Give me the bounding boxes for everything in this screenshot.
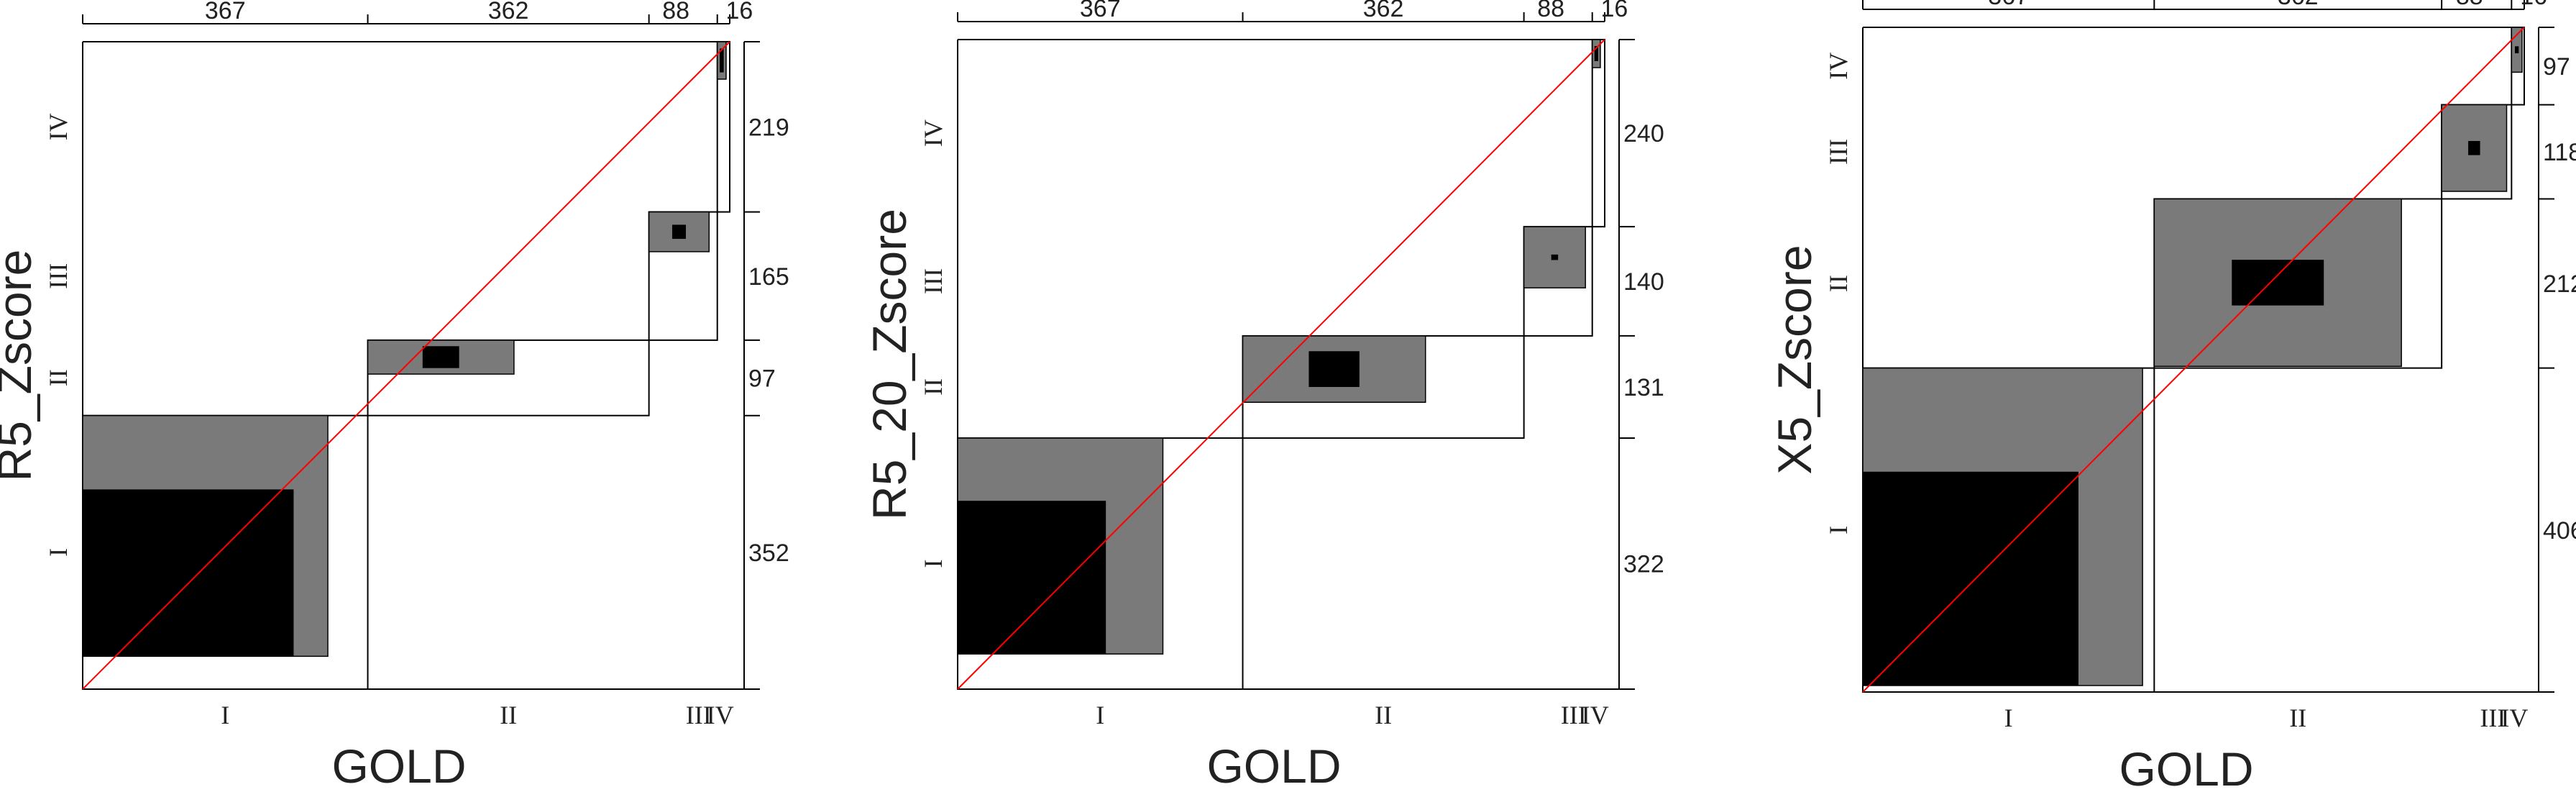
y-group-label: I bbox=[1824, 526, 1853, 534]
core-block bbox=[958, 501, 1106, 655]
y-axis-title: R5_Zscore bbox=[0, 250, 41, 482]
x-axis-title: GOLD bbox=[1206, 739, 1341, 792]
right-count-label: 165 bbox=[748, 263, 789, 291]
y-group-label: II bbox=[1824, 275, 1853, 292]
x-group-label: II bbox=[2289, 704, 2306, 732]
x-axis-title: GOLD bbox=[2119, 742, 2253, 792]
core-block bbox=[671, 224, 686, 240]
y-group-label: III bbox=[44, 263, 73, 289]
right-count-label: 131 bbox=[1623, 374, 1664, 401]
right-count-label: 212 bbox=[2543, 270, 2576, 298]
diagonal-line bbox=[1862, 27, 2525, 693]
top-count-label: 362 bbox=[1363, 0, 1404, 22]
right-count-label: 219 bbox=[748, 114, 789, 141]
top-count-label: 16 bbox=[1600, 0, 1628, 22]
x-group-label: I bbox=[221, 701, 229, 729]
x-group-label: IV bbox=[2501, 704, 2528, 732]
x-group-label: I bbox=[2004, 704, 2013, 732]
x-axis-title: GOLD bbox=[331, 739, 466, 792]
y-group-label: IV bbox=[44, 113, 73, 140]
top-count-label: 362 bbox=[2278, 0, 2319, 10]
right-count-label: 140 bbox=[1623, 268, 1664, 296]
chart-panel-3: 367362881640621211897IIIIIIIVIIIIIIIVGOL… bbox=[1768, 0, 2576, 792]
top-count-label: 16 bbox=[725, 0, 753, 24]
top-count-label: 88 bbox=[1537, 0, 1564, 22]
y-group-label: IV bbox=[919, 119, 948, 147]
x-group-label: IV bbox=[707, 701, 734, 729]
x-group-label: III bbox=[1561, 701, 1587, 729]
right-count-label: 322 bbox=[1623, 550, 1664, 578]
top-count-label: 367 bbox=[1988, 0, 2029, 10]
y-group-label: IV bbox=[1824, 53, 1853, 80]
x-group-label: II bbox=[500, 701, 517, 729]
core-block bbox=[2232, 260, 2324, 306]
core-block bbox=[422, 346, 459, 368]
y-group-label: III bbox=[1824, 139, 1853, 165]
top-count-label: 88 bbox=[2456, 0, 2483, 10]
y-group-label: II bbox=[44, 369, 73, 386]
x-group-label: IV bbox=[1582, 701, 1609, 729]
right-count-label: 97 bbox=[748, 365, 776, 392]
y-group-label: II bbox=[919, 378, 948, 396]
y-group-label: I bbox=[44, 548, 73, 557]
top-count-label: 362 bbox=[488, 0, 529, 24]
core-block bbox=[720, 48, 724, 73]
right-count-label: 240 bbox=[1623, 120, 1664, 147]
right-count-label: 406 bbox=[2543, 517, 2576, 545]
core-block bbox=[1594, 46, 1598, 61]
top-count-label: 367 bbox=[1080, 0, 1121, 22]
core-block bbox=[1308, 351, 1360, 387]
right-count-label: 352 bbox=[748, 540, 789, 567]
core-block bbox=[2515, 46, 2519, 54]
core-block bbox=[1863, 471, 2078, 686]
diagonal-line bbox=[82, 41, 730, 690]
top-count-label: 367 bbox=[205, 0, 246, 24]
x-group-label: II bbox=[1375, 701, 1392, 729]
right-count-label: 97 bbox=[2543, 53, 2570, 81]
x-group-label: I bbox=[1096, 701, 1104, 729]
core-block bbox=[1551, 254, 1559, 260]
y-group-label: III bbox=[919, 268, 948, 294]
x-group-label: III bbox=[2480, 704, 2506, 732]
diagonal-line bbox=[957, 39, 1605, 690]
y-group-label: I bbox=[919, 559, 948, 568]
y-axis-title: X5_Zscore bbox=[1768, 245, 1821, 474]
y-axis-title: R5_20_Zscore bbox=[863, 209, 916, 520]
core-block bbox=[83, 489, 294, 657]
core-block bbox=[2468, 140, 2480, 155]
top-count-label: 16 bbox=[2520, 0, 2547, 10]
x-group-label: III bbox=[686, 701, 712, 729]
top-count-label: 88 bbox=[662, 0, 689, 24]
right-count-label: 118 bbox=[2543, 139, 2576, 166]
